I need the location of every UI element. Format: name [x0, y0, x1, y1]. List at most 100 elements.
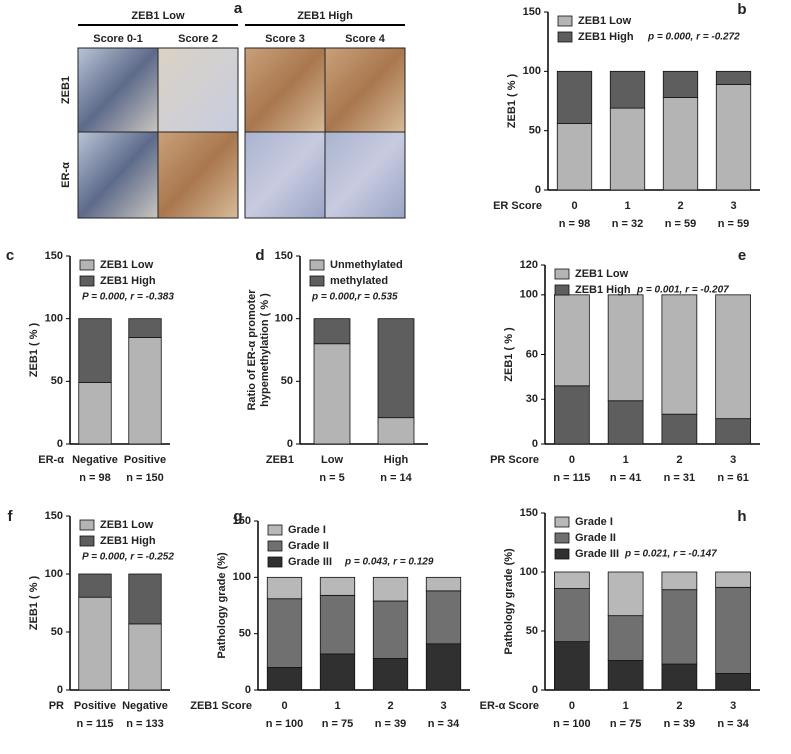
panel-letter: b — [737, 1, 746, 18]
bar-segment — [377, 318, 415, 419]
y-axis-label: hypemethylation ( % ) — [259, 293, 271, 407]
bar-segment — [607, 294, 644, 402]
n-label: n = 32 — [612, 218, 644, 230]
n-label: n = 59 — [718, 218, 750, 230]
x-tick-label: 0 — [569, 700, 575, 712]
x-axis-label: PR — [49, 700, 64, 712]
bar-segment — [128, 318, 162, 338]
bar-segment — [78, 596, 112, 691]
annotation: p = 0.001, r = -0.207 — [636, 285, 729, 296]
bar-segment — [607, 400, 644, 445]
legend-label: methylated — [330, 275, 388, 287]
y-tick-label: 50 — [281, 375, 293, 387]
n-label: n = 41 — [610, 472, 642, 484]
annotation: p = 0.000, r = -0.272 — [647, 32, 740, 43]
x-tick-label: 2 — [676, 700, 682, 712]
bar-segment — [715, 83, 752, 191]
bar-segment — [661, 571, 698, 591]
bar-segment — [425, 576, 462, 592]
row-label: ZEB1 — [60, 76, 72, 104]
y-tick-label: 150 — [523, 6, 541, 18]
y-tick-label: 50 — [51, 626, 63, 638]
y-axis-label: ZEB1 ( % ) — [28, 322, 40, 377]
x-tick-label: Low — [321, 454, 343, 466]
legend-swatch — [554, 532, 570, 544]
x-tick-label: 3 — [730, 700, 736, 712]
n-label: n = 59 — [665, 218, 697, 230]
bar-segment — [715, 571, 751, 588]
y-tick-label: 0 — [245, 684, 251, 696]
y-tick-label: 100 — [45, 313, 63, 325]
y-tick-label: 50 — [51, 375, 63, 387]
panel-letter: d — [255, 247, 264, 264]
legend-label: ZEB1 High — [100, 275, 156, 287]
bar-segment — [715, 294, 751, 420]
legend-swatch — [554, 548, 570, 560]
legend-swatch — [554, 516, 570, 528]
bar-segment — [554, 571, 590, 589]
micrograph — [244, 131, 326, 219]
x-tick-label: 3 — [730, 200, 736, 212]
bar-segment — [372, 658, 409, 691]
y-tick-label: 60 — [526, 348, 538, 360]
x-axis-label: ER Score — [493, 200, 542, 212]
y-tick-label: 150 — [45, 250, 63, 262]
x-tick-label: High — [384, 454, 409, 466]
micrograph — [157, 47, 239, 133]
y-tick-label: 100 — [233, 571, 251, 583]
n-label: n = 150 — [126, 472, 164, 484]
legend-swatch — [309, 275, 325, 287]
n-label: n = 14 — [380, 472, 412, 484]
legend-label: ZEB1 Low — [100, 519, 154, 531]
chart-panel: b 0 50 100 150 ZEB1 ( % ) ER Score 0 n = 98 1 n = … — [493, 1, 760, 230]
panel-letter: a — [234, 0, 243, 17]
panel-letter: c — [6, 247, 14, 264]
column-label: Score 3 — [265, 33, 305, 45]
legend-swatch — [557, 31, 573, 43]
bar-segment — [715, 673, 751, 691]
bar-segment — [556, 70, 593, 124]
bar-segment — [607, 615, 644, 661]
n-label: n = 115 — [76, 718, 113, 730]
n-label: n = 5 — [319, 472, 344, 484]
bar-segment — [78, 573, 112, 598]
column-label: Score 2 — [178, 33, 218, 45]
x-tick-label: 0 — [569, 454, 575, 466]
bar-segment — [266, 576, 303, 600]
column-label: Score 0-1 — [93, 33, 143, 45]
y-axis-label: Pathology grade (%) — [216, 552, 228, 659]
legend-label: ZEB1 Low — [575, 268, 629, 280]
n-label: n = 75 — [322, 718, 354, 730]
x-axis-label: ZEB1 — [266, 454, 294, 466]
legend-label: ZEB1 High — [575, 284, 631, 296]
annotation: p = 0.000,r = 0.535 — [311, 292, 398, 303]
group-label: ZEB1 High — [297, 10, 353, 22]
chart-panel: f 0 50 100 150 ZEB1 ( % ) PR Positive n = 115 Neg… — [8, 508, 175, 730]
panel-letter: g — [233, 508, 242, 525]
legend-swatch — [557, 15, 573, 27]
y-tick-label: 150 — [233, 515, 251, 527]
x-tick-label: 1 — [334, 700, 340, 712]
legend-label: Grade II — [288, 540, 329, 552]
legend-swatch — [79, 259, 95, 271]
micrograph — [77, 47, 159, 133]
legend-swatch — [267, 556, 283, 568]
legend-label: Grade III — [575, 548, 619, 560]
y-tick-label: 100 — [275, 313, 293, 325]
micrograph — [324, 131, 406, 219]
bar-segment — [554, 588, 590, 643]
bar-segment — [78, 382, 112, 445]
y-tick-label: 150 — [275, 250, 293, 262]
micrograph — [324, 47, 406, 133]
bar-segment — [266, 667, 303, 691]
legend-label: Grade III — [288, 556, 332, 568]
chart-panel: c 0 50 100 150 ZEB1 ( % ) ER-α Negative n = 98 Po… — [6, 247, 175, 484]
x-tick-label: 1 — [623, 700, 629, 712]
x-tick-label: 1 — [624, 200, 630, 212]
y-tick-label: 100 — [523, 65, 541, 77]
panel-letter: h — [737, 508, 746, 525]
y-tick-label: 0 — [535, 184, 541, 196]
x-axis-label: ER-α — [38, 454, 64, 466]
n-label: n = 39 — [664, 718, 696, 730]
bar-segment — [128, 623, 162, 691]
